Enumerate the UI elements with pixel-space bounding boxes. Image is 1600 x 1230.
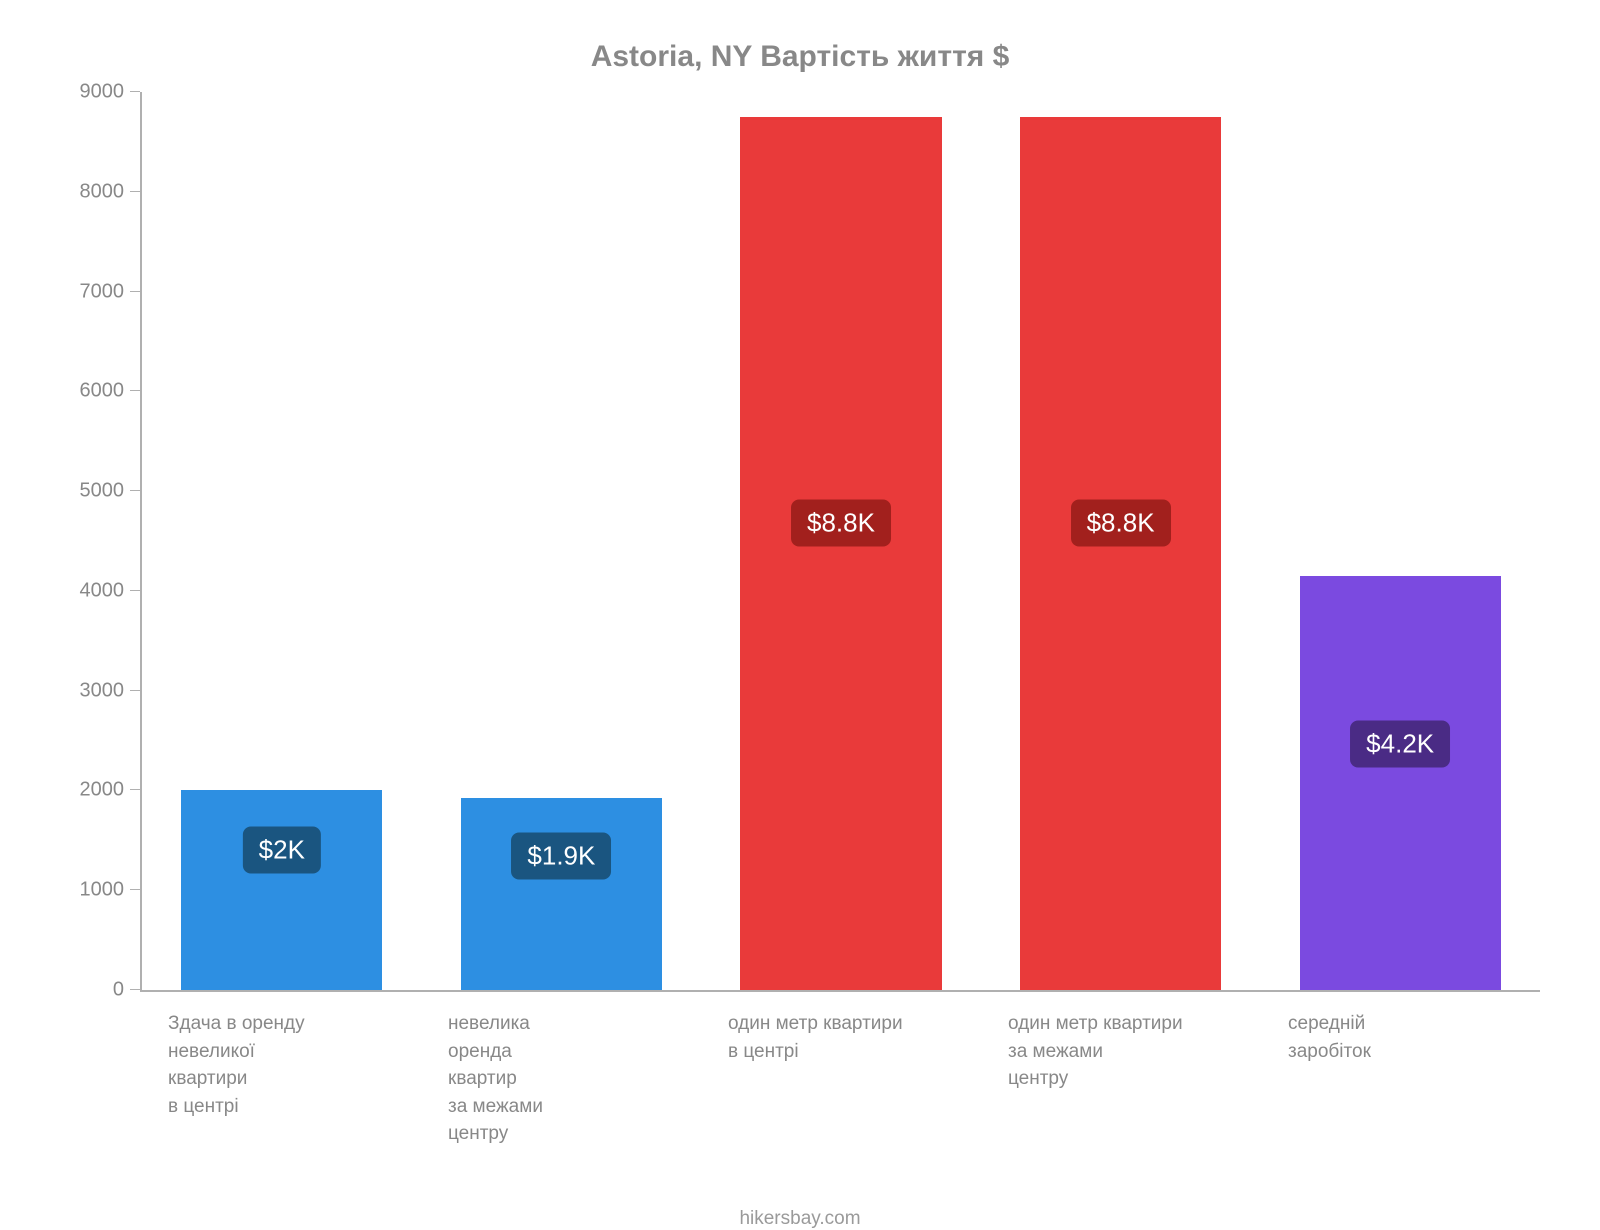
x-label-slot: один метр квартири в центрі bbox=[700, 992, 980, 1148]
x-label-slot: невелика оренда квартир за межами центру bbox=[420, 992, 700, 1148]
bars-container: $2K $1.9K $8.8K $8.8K $4.2K bbox=[142, 92, 1540, 990]
y-tick-label: 1000 bbox=[80, 879, 143, 902]
x-label-slot: середній заробіток bbox=[1260, 992, 1540, 1148]
chart-footer: hikersbay.com bbox=[60, 1208, 1540, 1230]
x-label: середній заробіток bbox=[1288, 1010, 1371, 1148]
bar: $8.8K bbox=[1020, 117, 1221, 990]
value-badge: $2K bbox=[243, 827, 321, 874]
y-tick-label: 9000 bbox=[80, 81, 143, 104]
x-axis-labels: Здача в оренду невеликої квартири в цент… bbox=[140, 992, 1540, 1148]
bar: $2K bbox=[181, 790, 382, 990]
x-label: один метр квартири в центрі bbox=[728, 1010, 903, 1148]
x-label: Здача в оренду невеликої квартири в цент… bbox=[168, 1010, 305, 1148]
bar-slot: $8.8K bbox=[981, 92, 1261, 990]
value-badge: $8.8K bbox=[1071, 499, 1171, 546]
bar-slot: $8.8K bbox=[701, 92, 981, 990]
value-badge: $4.2K bbox=[1350, 720, 1450, 767]
value-badge: $1.9K bbox=[511, 832, 611, 879]
plot-area: $2K$1.9K$8.8K$8.8K$4.2K 0100020003000400… bbox=[140, 92, 1540, 992]
x-label: один метр квартири за межами центру bbox=[1008, 1010, 1183, 1148]
x-label: невелика оренда квартир за межами центру bbox=[448, 1010, 543, 1148]
bar-slot: $4.2K bbox=[1260, 92, 1540, 990]
cost-of-living-chart: Astoria, NY Вартість життя $ $2K $1.9K $8.… bbox=[0, 0, 1600, 1200]
y-tick-label: 7000 bbox=[80, 280, 143, 303]
chart-title: Astoria, NY Вартість життя $ bbox=[60, 40, 1540, 74]
x-label-slot: Здача в оренду невеликої квартири в цент… bbox=[140, 992, 420, 1148]
y-tick-label: 3000 bbox=[80, 679, 143, 702]
bar: $4.2K bbox=[1300, 576, 1501, 990]
y-tick-label: 0 bbox=[113, 979, 142, 1002]
bar-slot: $1.9K bbox=[422, 92, 702, 990]
y-tick-label: 5000 bbox=[80, 480, 143, 503]
y-tick-label: 4000 bbox=[80, 579, 143, 602]
y-tick-label: 8000 bbox=[80, 180, 143, 203]
y-tick-label: 6000 bbox=[80, 380, 143, 403]
bar-slot: $2K bbox=[142, 92, 422, 990]
value-badge: $8.8K bbox=[791, 499, 891, 546]
bar: $8.8K bbox=[740, 117, 941, 990]
x-label-slot: один метр квартири за межами центру bbox=[980, 992, 1260, 1148]
bar: $1.9K bbox=[461, 798, 662, 990]
y-tick-label: 2000 bbox=[80, 779, 143, 802]
